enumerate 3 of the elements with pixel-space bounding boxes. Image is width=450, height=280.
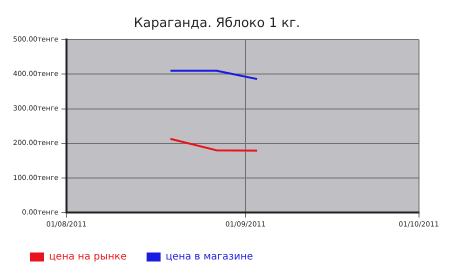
chart-title: Караганда. Яблоко 1 кг. <box>134 16 300 32</box>
legend-label: цена на рынке <box>49 252 127 263</box>
legend-label: цена в магазине <box>166 252 254 263</box>
